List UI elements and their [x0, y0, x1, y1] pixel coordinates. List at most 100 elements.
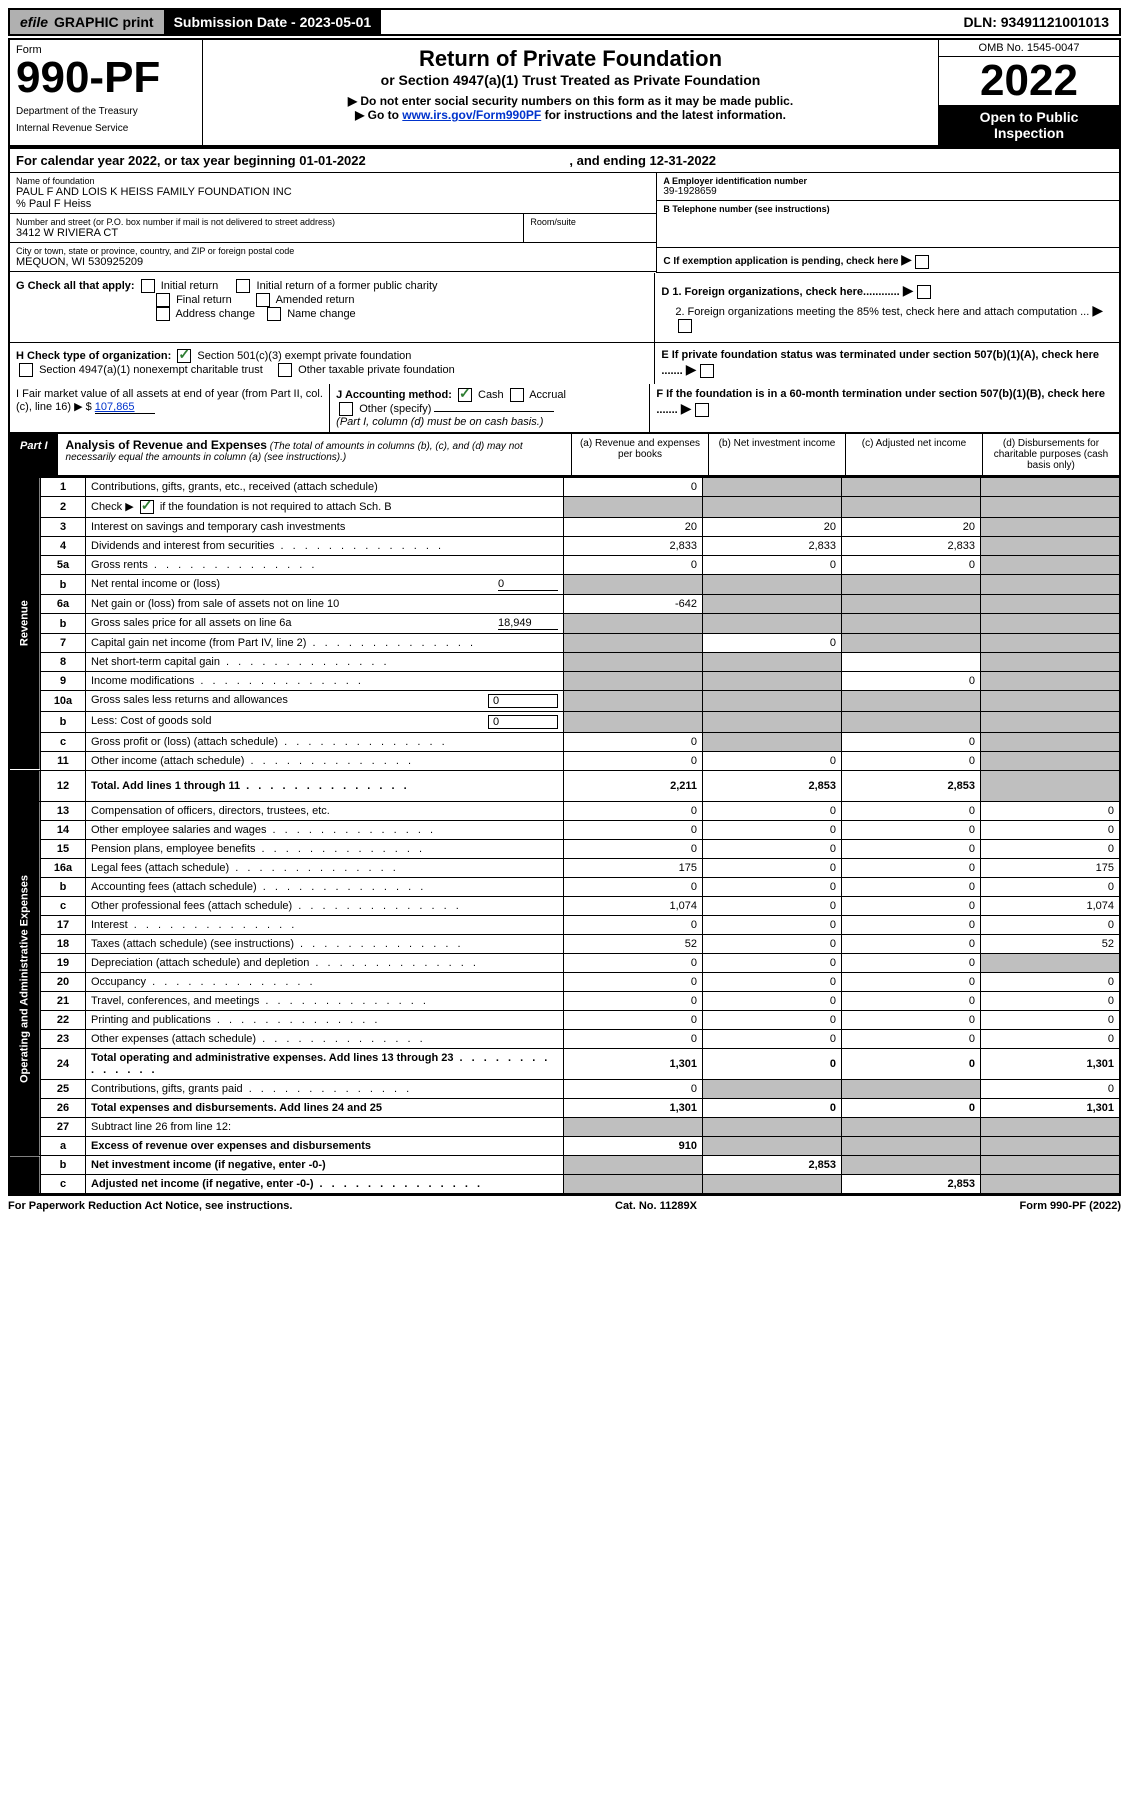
- r5b-inline: 0: [498, 578, 558, 591]
- row-c: 0: [842, 672, 981, 691]
- row-desc: Net gain or (loss) from sale of assets n…: [86, 595, 564, 614]
- row-num: 15: [41, 840, 86, 859]
- row-d: 0: [981, 878, 1121, 897]
- efile-print-button[interactable]: efile GRAPHIC print: [10, 10, 164, 34]
- phone-cell: B Telephone number (see instructions): [657, 201, 1119, 248]
- row-desc: Other expenses (attach schedule): [86, 1030, 564, 1049]
- row-b: 0: [703, 935, 842, 954]
- h-4947-checkbox[interactable]: [19, 363, 33, 377]
- row-c: 0: [842, 1030, 981, 1049]
- c-checkbox[interactable]: [915, 255, 929, 269]
- h-opt1: Section 501(c)(3) exempt private foundat…: [197, 350, 411, 362]
- instruction-2: ▶ Go to www.irs.gov/Form990PF for instru…: [209, 108, 932, 122]
- table-row: c Gross profit or (loss) (attach schedul…: [9, 733, 1120, 752]
- j-cash-checkbox[interactable]: [458, 388, 472, 402]
- table-row: c Adjusted net income (if negative, ente…: [9, 1175, 1120, 1195]
- row-num: 19: [41, 954, 86, 973]
- h-501c3-checkbox[interactable]: [177, 349, 191, 363]
- row-num: b: [41, 614, 86, 634]
- row-num: 27: [41, 1118, 86, 1137]
- name-value: PAUL F AND LOIS K HEISS FAMILY FOUNDATIO…: [16, 186, 650, 198]
- revenue-side-label: Revenue: [9, 477, 41, 770]
- table-row: 22 Printing and publications 0 0 0 0: [9, 1011, 1120, 1030]
- table-row: a Excess of revenue over expenses and di…: [9, 1137, 1120, 1156]
- form-number: 990-PF: [16, 56, 196, 100]
- row-b: 0: [703, 992, 842, 1011]
- row-d: 0: [981, 1011, 1121, 1030]
- table-row: 9 Income modifications 0: [9, 672, 1120, 691]
- r2-checkbox[interactable]: [140, 500, 154, 514]
- row-desc: Check ▶ if the foundation is not require…: [86, 496, 564, 517]
- row-num: 2: [41, 496, 86, 517]
- row-a: 1,301: [564, 1099, 703, 1118]
- e-checkbox[interactable]: [700, 364, 714, 378]
- g-address-change-checkbox[interactable]: [156, 307, 170, 321]
- h-other-checkbox[interactable]: [278, 363, 292, 377]
- irs-link[interactable]: www.irs.gov/Form990PF: [402, 108, 541, 122]
- row-a: 910: [564, 1137, 703, 1156]
- section-j: J Accounting method: Cash Accrual Other …: [329, 384, 649, 432]
- row-desc: Interest on savings and temporary cash i…: [86, 518, 564, 537]
- row-d: 1,301: [981, 1099, 1121, 1118]
- open-line2: Inspection: [943, 125, 1115, 141]
- row-c: 0: [842, 916, 981, 935]
- section-h: H Check type of organization: Section 50…: [10, 343, 655, 384]
- row-b: 2,853: [703, 771, 842, 802]
- row-desc: Depreciation (attach schedule) and deple…: [86, 954, 564, 973]
- row-c: 0: [842, 802, 981, 821]
- dept-treasury: Department of the Treasury: [16, 106, 196, 117]
- row-d: 0: [981, 840, 1121, 859]
- row-b: 0: [703, 1011, 842, 1030]
- part1-label: Part I: [10, 434, 58, 475]
- row-desc: Pension plans, employee benefits: [86, 840, 564, 859]
- f-checkbox[interactable]: [695, 403, 709, 417]
- d1-checkbox[interactable]: [917, 285, 931, 299]
- g-initial-return: Initial return: [161, 280, 218, 292]
- footer-right: Form 990-PF (2022): [1020, 1200, 1121, 1212]
- irs-label: Internal Revenue Service: [16, 123, 196, 134]
- instr2-pre: ▶ Go to: [355, 108, 402, 122]
- care-of: % Paul F Heiss: [16, 198, 650, 210]
- g-final-return-checkbox[interactable]: [156, 293, 170, 307]
- row-num: 3: [41, 518, 86, 537]
- ein-label: A Employer identification number: [663, 176, 1113, 186]
- row-a: 0: [564, 802, 703, 821]
- table-row: 26 Total expenses and disbursements. Add…: [9, 1099, 1120, 1118]
- row-a: 0: [564, 878, 703, 897]
- row-num: 11: [41, 752, 86, 771]
- table-row: 23 Other expenses (attach schedule) 0 0 …: [9, 1030, 1120, 1049]
- row-desc: Gross sales price for all assets on line…: [86, 614, 564, 634]
- section-e: E If private foundation status was termi…: [655, 343, 1119, 384]
- row-num: 1: [41, 477, 86, 496]
- row-a: 1,301: [564, 1049, 703, 1080]
- phone-label: B Telephone number (see instructions): [663, 204, 1113, 214]
- row-desc: Net short-term capital gain: [86, 653, 564, 672]
- cal-pre: For calendar year 2022, or tax year begi…: [16, 153, 299, 168]
- row-num: 7: [41, 634, 86, 653]
- row-num: b: [41, 1156, 86, 1175]
- row-c: [842, 477, 981, 496]
- j-other-checkbox[interactable]: [339, 402, 353, 416]
- g-amended-return-checkbox[interactable]: [256, 293, 270, 307]
- g-initial-return-checkbox[interactable]: [141, 279, 155, 293]
- row-num: 5a: [41, 556, 86, 575]
- i-value[interactable]: 107,865: [95, 401, 155, 414]
- f-label: F If the foundation is in a 60-month ter…: [656, 388, 1105, 416]
- row-c: 0: [842, 1011, 981, 1030]
- table-row: 27 Subtract line 26 from line 12:: [9, 1118, 1120, 1137]
- table-row: b Gross sales price for all assets on li…: [9, 614, 1120, 634]
- g-initial-former-checkbox[interactable]: [236, 279, 250, 293]
- cal-begin: 01-01-2022: [299, 153, 366, 168]
- row-num: 10a: [41, 691, 86, 712]
- row-a: 0: [564, 477, 703, 496]
- d2-checkbox[interactable]: [678, 319, 692, 333]
- row-a: 0: [564, 733, 703, 752]
- g-name-change-checkbox[interactable]: [267, 307, 281, 321]
- row-num: c: [41, 733, 86, 752]
- j-accrual-checkbox[interactable]: [510, 388, 524, 402]
- col-c-head: (c) Adjusted net income: [845, 434, 982, 475]
- j-cash: Cash: [478, 389, 504, 401]
- r10b-desc: Less: Cost of goods sold: [91, 715, 211, 727]
- col-d-head: (d) Disbursements for charitable purpose…: [982, 434, 1119, 475]
- row-num: 17: [41, 916, 86, 935]
